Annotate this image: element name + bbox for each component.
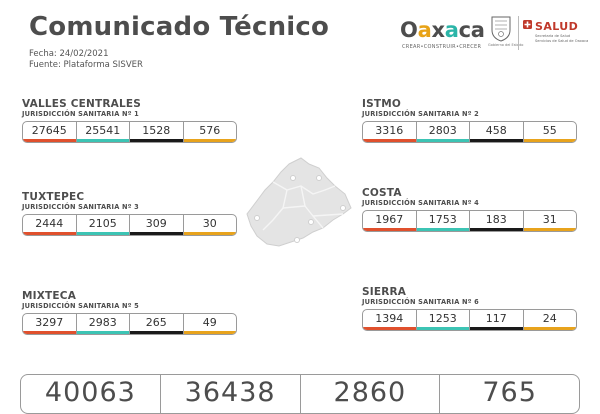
stat-cell: 1253 bbox=[416, 310, 470, 330]
stat-cell: 24 bbox=[523, 310, 577, 330]
region-jurisdiction: JURISDICCIÓN SANITARIA Nº 2 bbox=[362, 110, 479, 118]
salud-logo-text: SALUD bbox=[535, 20, 579, 33]
stat-cell: 1394 bbox=[363, 310, 417, 330]
region-name: MIXTECA bbox=[22, 290, 77, 302]
stat-cell: 3297 bbox=[23, 314, 77, 334]
stat-cell: 309 bbox=[130, 215, 184, 235]
region-stats: 3316 2803 458 55 bbox=[362, 121, 577, 143]
region-tuxtepec: TUXTEPEC JURISDICCIÓN SANITARIA Nº 3 244… bbox=[22, 191, 237, 236]
stat-cell: 183 bbox=[470, 211, 524, 231]
stat-cell: 49 bbox=[183, 314, 237, 334]
region-sierra: SIERRA JURISDICCIÓN SANITARIA Nº 6 1394 … bbox=[362, 286, 577, 331]
region-jurisdiction: JURISDICCIÓN SANITARIA Nº 3 bbox=[22, 203, 139, 211]
oaxaca-tagline: CREAR•CONSTRUIR•CRECER bbox=[402, 44, 482, 50]
region-valles-centrales: VALLES CENTRALES JURISDICCIÓN SANITARIA … bbox=[22, 98, 237, 143]
stat-cell: 31 bbox=[523, 211, 577, 231]
stat-cell: 25541 bbox=[76, 122, 130, 142]
stat-cell: 1967 bbox=[363, 211, 417, 231]
stat-cell: 1753 bbox=[416, 211, 470, 231]
region-name: TUXTEPEC bbox=[22, 191, 85, 203]
total-cell: 2860 bbox=[301, 375, 441, 413]
stat-cell: 2983 bbox=[76, 314, 130, 334]
report-date: Fecha: 24/02/2021 bbox=[29, 49, 109, 59]
region-costa: COSTA JURISDICCIÓN SANITARIA Nº 4 1967 1… bbox=[362, 187, 577, 232]
state-seal-icon bbox=[491, 16, 511, 42]
region-name: ISTMO bbox=[362, 98, 402, 110]
stat-cell: 458 bbox=[470, 122, 524, 142]
region-stats: 1967 1753 183 31 bbox=[362, 210, 577, 232]
region-jurisdiction: JURISDICCIÓN SANITARIA Nº 1 bbox=[22, 110, 139, 118]
stat-cell: 3316 bbox=[363, 122, 417, 142]
region-stats: 3297 2983 265 49 bbox=[22, 313, 237, 335]
region-jurisdiction: JURISDICCIÓN SANITARIA Nº 6 bbox=[362, 298, 479, 306]
page-title: Comunicado Técnico bbox=[29, 12, 330, 42]
region-stats: 27645 25541 1528 576 bbox=[22, 121, 237, 143]
stat-cell: 2444 bbox=[23, 215, 77, 235]
stat-cell: 2105 bbox=[76, 215, 130, 235]
salud-mark-icon bbox=[523, 20, 532, 29]
region-jurisdiction: JURISDICCIÓN SANITARIA Nº 4 bbox=[362, 199, 479, 207]
oaxaca-logo: Oaxaca bbox=[400, 18, 485, 42]
seal-caption: Gobierno del Estado bbox=[488, 43, 524, 47]
stat-cell: 265 bbox=[130, 314, 184, 334]
region-mixteca: MIXTECA JURISDICCIÓN SANITARIA Nº 5 3297… bbox=[22, 290, 237, 335]
report-source: Fuente: Plataforma SISVER bbox=[29, 60, 143, 70]
total-cell: 40063 bbox=[21, 375, 161, 413]
stat-cell: 2803 bbox=[416, 122, 470, 142]
salud-subtitle-1: Secretaría de Salud bbox=[535, 34, 571, 38]
oaxaca-map bbox=[246, 157, 352, 247]
logos-group: Oaxaca CREAR•CONSTRUIR•CRECER Gobierno d… bbox=[398, 12, 598, 52]
region-stats: 1394 1253 117 24 bbox=[362, 309, 577, 331]
total-cell: 36438 bbox=[161, 375, 301, 413]
stat-cell: 30 bbox=[183, 215, 237, 235]
totals-bar: 40063 36438 2860 765 bbox=[20, 374, 580, 414]
region-stats: 2444 2105 309 30 bbox=[22, 214, 237, 236]
region-name: COSTA bbox=[362, 187, 402, 199]
salud-subtitle-2: Servicios de Salud de Oaxaca bbox=[535, 39, 589, 43]
stat-cell: 55 bbox=[523, 122, 577, 142]
region-jurisdiction: JURISDICCIÓN SANITARIA Nº 5 bbox=[22, 302, 139, 310]
stat-cell: 27645 bbox=[23, 122, 77, 142]
stat-cell: 1528 bbox=[130, 122, 184, 142]
region-name: SIERRA bbox=[362, 286, 407, 298]
region-name: VALLES CENTRALES bbox=[22, 98, 141, 110]
stat-cell: 117 bbox=[470, 310, 524, 330]
region-istmo: ISTMO JURISDICCIÓN SANITARIA Nº 2 3316 2… bbox=[362, 98, 577, 143]
stat-cell: 576 bbox=[183, 122, 237, 142]
logo-divider bbox=[518, 16, 519, 50]
total-cell: 765 bbox=[482, 377, 537, 408]
